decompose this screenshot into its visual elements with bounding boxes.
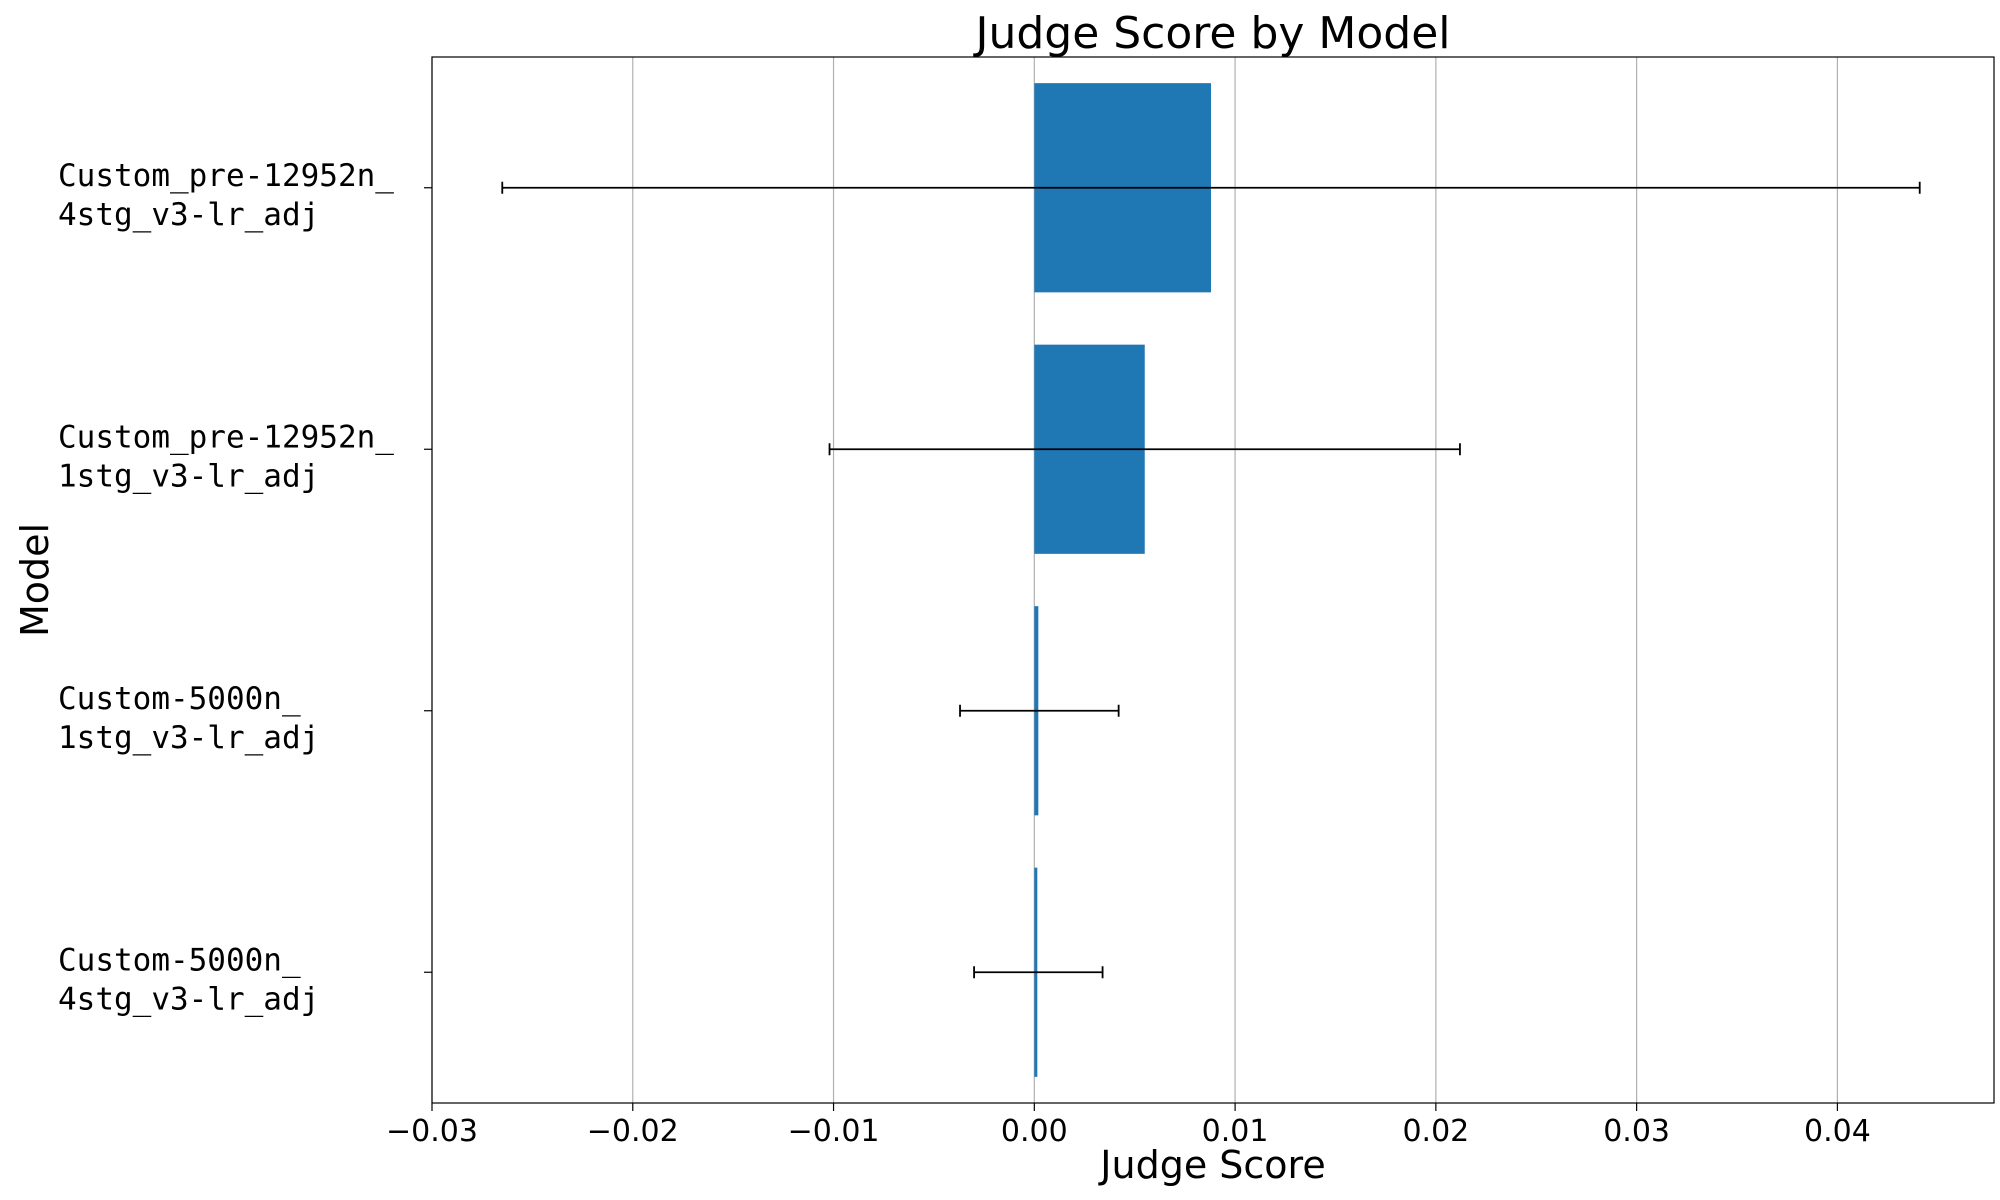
x-tick-label: 0.01 <box>1202 1114 1269 1149</box>
x-tick-label: −0.03 <box>386 1114 478 1149</box>
y-axis-label: Model <box>13 523 57 637</box>
x-tick-label: 0.02 <box>1402 1114 1469 1149</box>
y-tick-label: Custom-5000n_ 1stg_v3-lr_adj <box>58 681 319 756</box>
x-axis-ticks: −0.03 −0.02 −0.01 0.00 0.01 0.02 0.03 0.04 <box>386 1103 1871 1149</box>
x-tick-label: 0.03 <box>1603 1114 1670 1149</box>
x-tick-label: 0.04 <box>1804 1114 1871 1149</box>
y-tick-label: Custom_pre-12952n_ 1stg_v3-lr_adj <box>58 419 394 494</box>
error-bars <box>501 181 1921 979</box>
x-tick-label: 0.00 <box>1001 1114 1068 1149</box>
plot-frame <box>431 56 1995 1104</box>
y-tick-label: Custom-5000n_ 4stg_v3-lr_adj <box>58 942 319 1017</box>
y-tick-label: Custom_pre-12952n_ 4stg_v3-lr_adj <box>58 158 394 233</box>
x-axis-label: Judge Score <box>1098 1143 1325 1187</box>
x-tick-label: −0.02 <box>587 1114 679 1149</box>
chart-title: Judge Score by Model <box>972 8 1450 59</box>
x-tick-label: −0.01 <box>788 1114 880 1149</box>
y-axis-ticks: Custom_pre-12952n_ 4stg_v3-lr_adj Custom_p… <box>58 158 432 1017</box>
